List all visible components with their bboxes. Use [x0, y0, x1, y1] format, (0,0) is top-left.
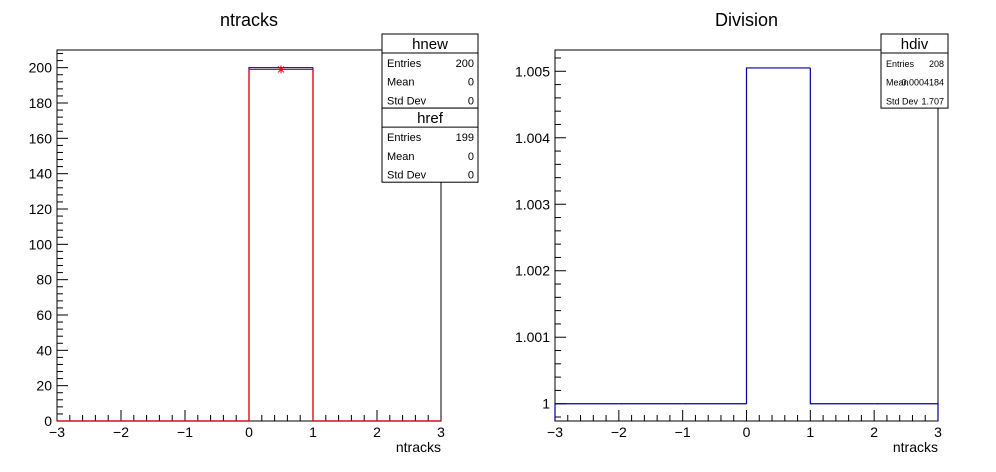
marker — [277, 65, 285, 74]
histogram-bin — [312, 69, 377, 422]
x-tick-label: −3 — [49, 424, 65, 440]
x-tick-label: −1 — [177, 424, 193, 440]
y-tick-label: 1 — [542, 396, 550, 412]
x-tick-label: 1 — [806, 424, 814, 440]
y-tick-label: 20 — [36, 378, 52, 394]
stats-value: 0 — [468, 77, 474, 89]
y-tick-label: 140 — [29, 166, 53, 182]
stats-label: Entries — [387, 58, 422, 70]
y-tick-label: 1.003 — [515, 196, 550, 212]
stats-label: Std Dev — [387, 170, 427, 182]
y-tick-label: 120 — [29, 201, 53, 217]
histogram-bin — [312, 67, 377, 422]
y-tick-label: 60 — [36, 307, 52, 323]
x-tick-label: −2 — [611, 424, 627, 440]
stats-value: 0 — [468, 95, 474, 107]
x-tick-label: 1 — [309, 424, 317, 440]
x-tick-label: 3 — [437, 424, 445, 440]
histogram-bin — [809, 67, 875, 405]
stats-box — [381, 33, 479, 109]
stats-value: 200 — [456, 58, 474, 70]
y-tick-label: 1.005 — [515, 63, 550, 79]
x-axis-label: ntracks — [396, 439, 441, 455]
y-tick-label: 1.004 — [515, 130, 550, 146]
x-tick-label: 0 — [743, 424, 751, 440]
x-axis-label: ntracks — [893, 439, 938, 455]
stats-title: hnew — [412, 36, 448, 53]
histogram-bin — [874, 403, 939, 421]
stats-value: 0.0004184 — [901, 78, 944, 88]
stats-value: 0 — [468, 151, 474, 163]
stats-box — [381, 107, 479, 183]
histogram-bin — [745, 67, 811, 404]
chart-title: Division — [715, 10, 778, 30]
stats-label: Std Dev — [387, 95, 427, 107]
stats-value: 1.707 — [921, 96, 944, 106]
histogram-bin — [248, 68, 313, 421]
histogram-bin — [248, 67, 313, 421]
x-tick-label: 0 — [245, 424, 253, 440]
y-tick-label: 1.001 — [515, 329, 550, 345]
stats-value: 199 — [456, 132, 474, 144]
stats-label: Entries — [387, 132, 422, 144]
x-tick-label: −2 — [113, 424, 129, 440]
y-tick-label: 180 — [29, 95, 53, 111]
stats-label: Std Dev — [886, 96, 919, 106]
y-tick-label: 0 — [44, 413, 52, 429]
stats-label: Mean — [387, 77, 415, 89]
stats-value: 0 — [468, 170, 474, 182]
stats-value: 208 — [929, 59, 944, 69]
chart-title: ntracks — [220, 10, 278, 30]
histogram-bin — [554, 403, 619, 421]
y-tick-label: 160 — [29, 130, 53, 146]
stats-label: Entries — [886, 59, 915, 69]
stats-box — [880, 33, 949, 109]
y-tick-label: 1.002 — [515, 263, 550, 279]
y-tick-label: 200 — [29, 60, 53, 76]
x-tick-label: −3 — [547, 424, 563, 440]
stats-label: Mean — [886, 78, 909, 88]
x-tick-label: 2 — [870, 424, 878, 440]
x-tick-label: −1 — [675, 424, 691, 440]
stats-label: Mean — [387, 151, 415, 163]
y-tick-label: 100 — [29, 236, 53, 252]
x-tick-label: 3 — [934, 424, 942, 440]
y-tick-label: 80 — [36, 272, 52, 288]
y-tick-label: 40 — [36, 342, 52, 358]
x-tick-label: 2 — [373, 424, 381, 440]
stats-title: hdiv — [901, 36, 929, 53]
stats-title: href — [417, 110, 444, 127]
